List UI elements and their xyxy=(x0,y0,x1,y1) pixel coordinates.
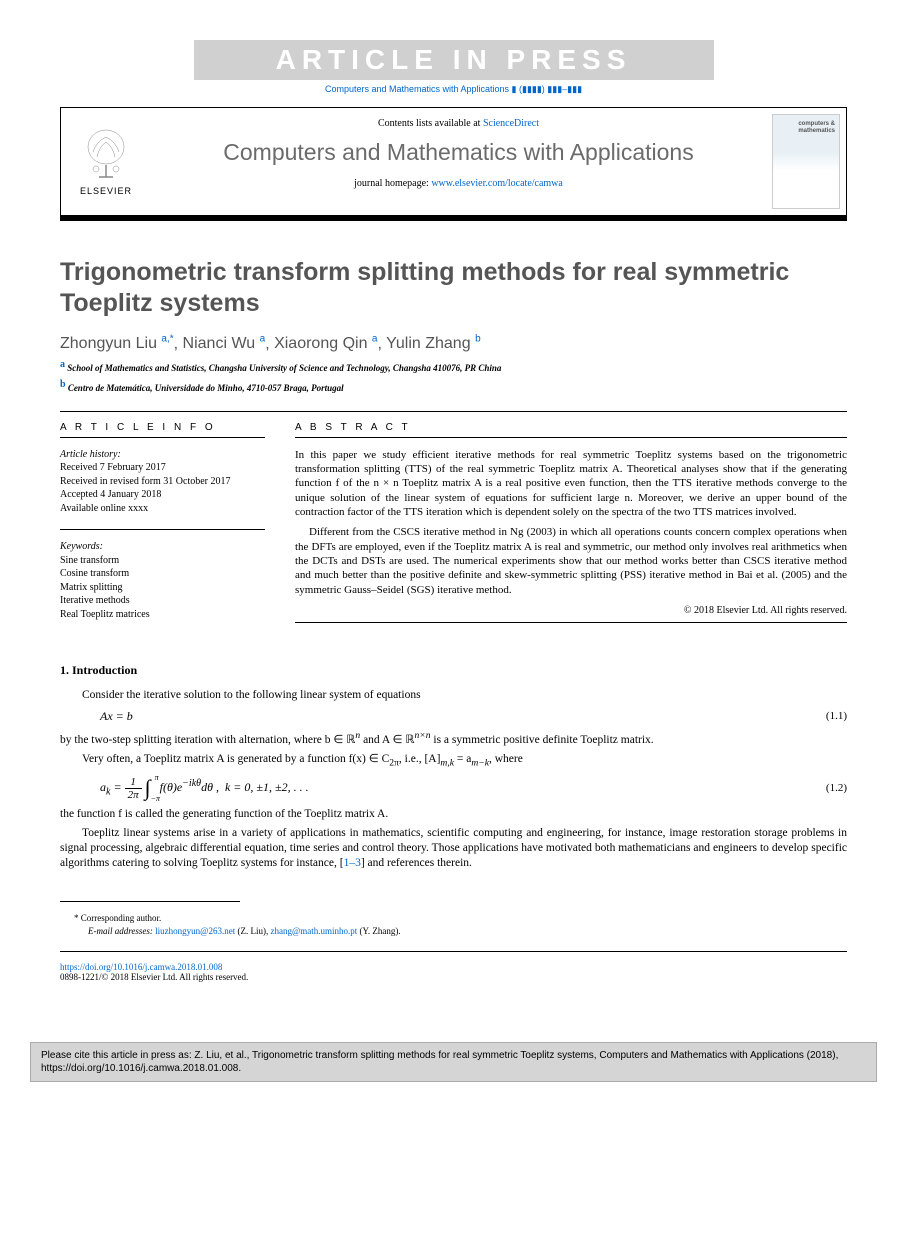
section-1-heading: 1. Introduction xyxy=(60,663,847,678)
eq-number: (1.2) xyxy=(807,782,847,794)
journal-header: ELSEVIER Contents lists available at Sci… xyxy=(60,107,847,216)
doi-link[interactable]: https://doi.org/10.1016/j.camwa.2018.01.… xyxy=(60,962,222,972)
eq-body: ak = 12π ∫π−π f(θ)e−ikθdθ , k = 0, ±1, ±… xyxy=(60,775,807,801)
copyright: © 2018 Elsevier Ltd. All rights reserved… xyxy=(295,605,847,616)
abstract-heading: A B S T R A C T xyxy=(295,422,847,433)
corresponding-author: * Corresponding author. E-mail addresses… xyxy=(60,912,847,937)
email-label: E-mail addresses: xyxy=(88,926,155,936)
info-heading: A R T I C L E I N F O xyxy=(60,422,265,433)
elsevier-label: ELSEVIER xyxy=(80,186,132,196)
elsevier-logo: ELSEVIER xyxy=(61,108,151,215)
article-info-column: A R T I C L E I N F O Article history: R… xyxy=(60,422,265,622)
article-title: Trigonometric transform splitting method… xyxy=(60,257,847,320)
authors-list: Zhongyun Liu a,*, Nianci Wu a, Xiaorong … xyxy=(60,334,847,353)
keyword: Real Toeplitz matrices xyxy=(60,608,265,622)
homepage-prefix: journal homepage: xyxy=(354,178,431,189)
email-link-1[interactable]: liuzhongyun@263.net xyxy=(155,926,235,936)
citation-footer: Please cite this article in press as: Z.… xyxy=(30,1042,877,1082)
eq-number: (1.1) xyxy=(807,710,847,722)
footnote-divider xyxy=(60,901,240,908)
author-2: Nianci Wu a xyxy=(183,335,266,352)
doi-block: https://doi.org/10.1016/j.camwa.2018.01.… xyxy=(60,962,847,982)
eq-body: Ax = b xyxy=(60,709,807,724)
equation-1-1: Ax = b (1.1) xyxy=(60,709,847,724)
affiliation-a: a School of Mathematics and Statistics, … xyxy=(60,359,847,373)
keyword: Iterative methods xyxy=(60,594,265,608)
keyword: Matrix splitting xyxy=(60,581,265,595)
banner-subtitle: Computers and Mathematics with Applicati… xyxy=(60,84,847,95)
elsevier-tree-icon xyxy=(81,127,131,182)
intro-p4: the function f is called the generating … xyxy=(60,807,847,822)
intro-p3: Very often, a Toeplitz matrix A is gener… xyxy=(60,752,847,770)
journal-cover-thumb xyxy=(766,108,846,215)
issn-line: 0898-1221/© 2018 Elsevier Ltd. All right… xyxy=(60,972,248,982)
intro-p5: Toeplitz linear systems arise in a varie… xyxy=(60,826,847,871)
author-1: Zhongyun Liu a,* xyxy=(60,335,174,352)
history-item: Received 7 February 2017 xyxy=(60,461,265,475)
section-divider xyxy=(60,411,847,412)
homepage-line: journal homepage: www.elsevier.com/locat… xyxy=(161,178,756,189)
abstract-p1: In this paper we study efficient iterati… xyxy=(295,448,847,519)
keyword: Sine transform xyxy=(60,554,265,568)
history-heading: Article history: xyxy=(60,448,265,462)
reference-link[interactable]: 1–3 xyxy=(344,857,361,869)
email-link-2[interactable]: zhang@math.uminho.pt xyxy=(270,926,357,936)
affiliation-b: b Centro de Matemática, Universidade do … xyxy=(60,379,847,393)
sciencedirect-link[interactable]: ScienceDirect xyxy=(483,118,539,129)
journal-name: Computers and Mathematics with Applicati… xyxy=(161,139,756,166)
article-in-press-banner: ARTICLE IN PRESS Computers and Mathemati… xyxy=(60,40,847,95)
abstract-column: A B S T R A C T In this paper we study e… xyxy=(295,422,847,633)
intro-p2: by the two-step splitting iteration with… xyxy=(60,730,847,748)
header-divider xyxy=(60,216,847,221)
keywords-heading: Keywords: xyxy=(60,540,265,554)
author-4: Yulin Zhang b xyxy=(386,335,481,352)
history-item: Available online xxxx xyxy=(60,502,265,516)
contents-line: Contents lists available at ScienceDirec… xyxy=(161,118,756,129)
equation-1-2: ak = 12π ∫π−π f(θ)e−ikθdθ , k = 0, ±1, ±… xyxy=(60,775,847,801)
homepage-link[interactable]: www.elsevier.com/locate/camwa xyxy=(431,178,563,189)
history-item: Accepted 4 January 2018 xyxy=(60,488,265,502)
intro-p1: Consider the iterative solution to the f… xyxy=(60,688,847,703)
banner-title: ARTICLE IN PRESS xyxy=(194,40,714,80)
abstract-p2: Different from the CSCS iterative method… xyxy=(295,525,847,596)
contents-prefix: Contents lists available at xyxy=(378,118,483,129)
author-3: Xiaorong Qin a xyxy=(274,335,377,352)
keyword: Cosine transform xyxy=(60,567,265,581)
history-item: Received in revised form 31 October 2017 xyxy=(60,475,265,489)
